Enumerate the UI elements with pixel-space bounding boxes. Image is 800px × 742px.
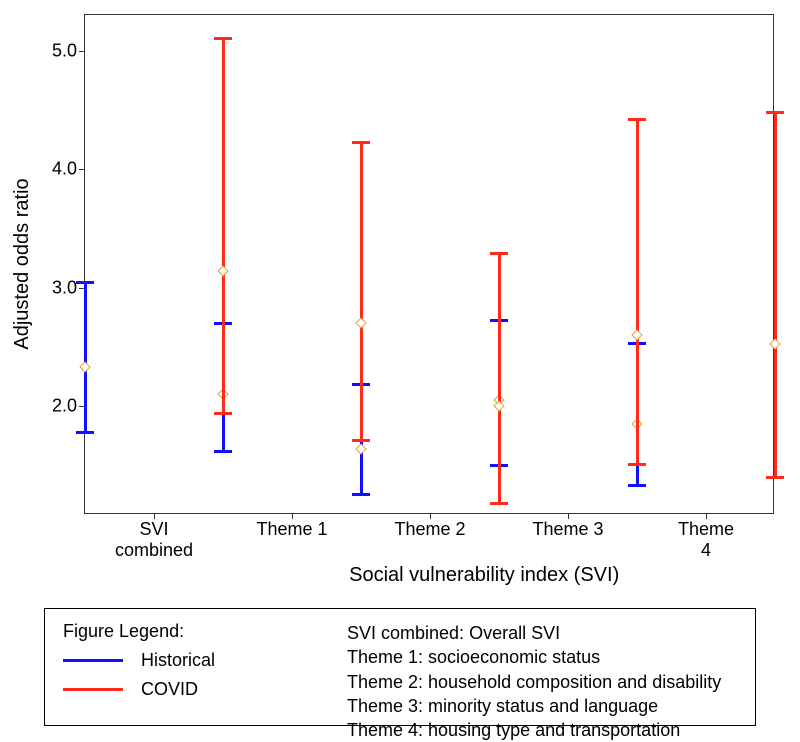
marker-covid [217,265,228,276]
errorbar-cap-covid [214,412,232,415]
marker-historical [355,443,366,454]
legend-desc-2: Theme 2: household composition and disab… [347,670,721,694]
errorbar-cap-covid [490,252,508,255]
legend-title: Figure Legend: [63,621,323,642]
errorbar-cap-covid [628,463,646,466]
errorbar-historical [84,283,87,432]
errorbar-cap-historical [76,431,94,434]
x-tick-mark [292,513,293,519]
x-tick-label: Theme 4 [673,513,740,560]
legend-entry-covid: COVID [63,679,323,700]
legend-entry-historical: Historical [63,650,323,671]
marker-covid [631,329,642,340]
y-tick-mark [79,51,85,52]
x-tick-mark [568,513,569,519]
errorbar-cap-covid [214,37,232,40]
plot-area: 2.03.04.05.0SVI combinedTheme 1Theme 2Th… [84,14,774,514]
errorbar-cap-historical [214,450,232,453]
errorbar-covid [774,112,777,477]
figure: 2.03.04.05.0SVI combinedTheme 1Theme 2Th… [0,0,800,739]
errorbar-cap-covid [766,111,784,114]
x-tick-mark [706,513,707,519]
errorbar-cap-covid [628,118,646,121]
errorbar-covid [498,253,501,503]
legend-label-covid: COVID [141,679,198,700]
legend-desc-1: Theme 1: socioeconomic status [347,645,721,669]
legend-label-historical: Historical [141,650,215,671]
marker-covid [769,339,780,350]
y-axis-title: Adjusted odds ratio [11,178,34,349]
legend-box: Figure Legend: Historical COVID SVI comb… [44,608,756,726]
marker-historical [79,361,90,372]
x-tick-label: SVI combined [115,513,193,560]
errorbar-covid [360,143,363,440]
legend-swatch-historical [63,659,123,662]
errorbar-cap-historical [352,493,370,496]
legend-desc-3: Theme 3: minority status and language [347,694,721,718]
errorbar-cap-covid [766,476,784,479]
legend-desc-4: Theme 4: housing type and transportation [347,718,721,742]
x-tick-mark [430,513,431,519]
x-axis-title: Social vulnerability index (SVI) [349,564,619,587]
errorbar-covid [636,119,639,464]
x-tick-mark [154,513,155,519]
y-tick-mark [79,169,85,170]
marker-covid [355,317,366,328]
errorbar-cap-historical [628,484,646,487]
errorbar-covid [222,39,225,413]
legend-left: Figure Legend: Historical COVID [63,621,323,700]
errorbar-cap-historical [76,281,94,284]
legend-desc-0: SVI combined: Overall SVI [347,621,721,645]
errorbar-cap-covid [352,141,370,144]
errorbar-cap-covid [490,502,508,505]
errorbar-cap-covid [352,439,370,442]
legend-descriptions: SVI combined: Overall SVI Theme 1: socio… [347,621,721,742]
legend-swatch-covid [63,688,123,691]
